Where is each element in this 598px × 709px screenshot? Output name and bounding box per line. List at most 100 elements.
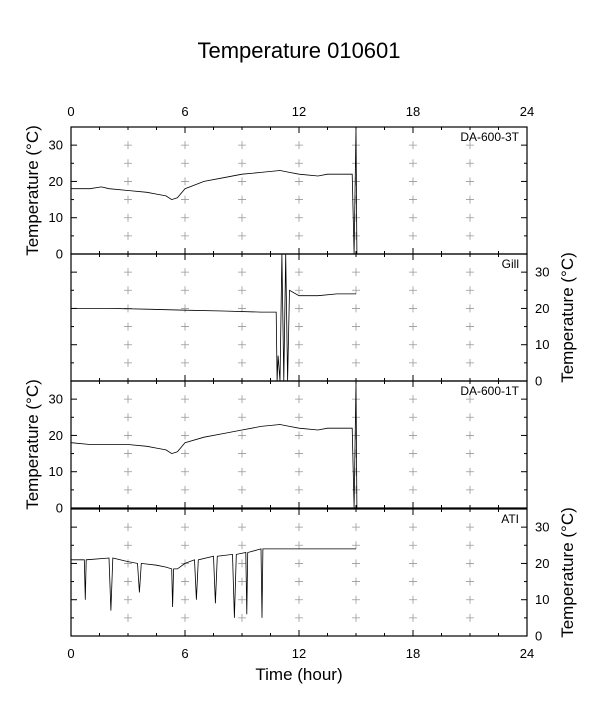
grid-cross [466,577,474,586]
grid-cross [352,286,360,295]
series-line [71,548,356,618]
y-tick-label: 10 [49,464,63,479]
grid-cross [466,541,474,550]
grid-cross [295,449,303,458]
grid-cross [466,195,474,204]
grid-cross [352,485,360,494]
series-label: Gill [502,257,519,271]
y-tick-label: 10 [49,210,63,225]
grid-cross [352,322,360,331]
grid-cross [352,541,360,550]
grid-cross [466,231,474,240]
grid-cross [466,449,474,458]
grid-cross [124,595,132,604]
grid-cross [124,613,132,622]
y-tick-label: 0 [56,501,63,516]
series-label: DA-600-3T [460,130,519,144]
grid-cross [352,613,360,622]
grid-cross [181,395,189,404]
y-tick-label: 10 [535,337,549,352]
grid-cross [124,485,132,494]
grid-cross [124,340,132,349]
grid-cross [466,613,474,622]
panel-da-600-3t: 0 10 20 30 Temperature (°C) DA-600-3T [23,125,528,262]
x-tick-label-top: 0 [67,104,74,119]
grid-cross [181,577,189,586]
grid-cross [409,559,417,568]
grid-cross [352,577,360,586]
grid-cross [124,413,132,422]
grid-cross [295,613,303,622]
panel-da-600-1t: 0 10 20 30 Temperature (°C) DA-600-1T [23,379,528,516]
y-axis-label-right: Temperature (°C) [558,507,577,638]
grid-cross [409,141,417,150]
grid-cross [181,613,189,622]
series-line [70,380,358,509]
grid-cross [466,595,474,604]
grid-cross [238,613,246,622]
grid-cross [352,340,360,349]
grid-cross [124,541,132,550]
grid-cross [181,413,189,422]
grid-cross [466,395,474,404]
grid-cross [238,559,246,568]
grid-cross [181,541,189,550]
grid-cross [124,322,132,331]
series-line [71,253,356,382]
y-tick-label: 30 [49,138,63,153]
series-label: DA-600-1T [460,384,519,398]
grid-cross [352,595,360,604]
grid-cross [295,595,303,604]
grid-cross [124,358,132,367]
grid-cross [124,449,132,458]
grid-cross [352,523,360,532]
x-tick-label-top: 24 [520,104,534,119]
grid-cross [181,177,189,186]
grid-cross [409,613,417,622]
grid-cross [409,413,417,422]
grid-cross [295,559,303,568]
grid-cross [409,358,417,367]
x-tick-label-bottom: 24 [520,646,534,661]
y-axis-label-left: Temperature (°C) [23,379,42,510]
grid-cross [466,340,474,349]
chart-title: Temperature 010601 [197,38,400,63]
grid-cross [352,559,360,568]
panel-frame [70,508,528,637]
grid-cross [352,304,360,313]
grid-cross [295,322,303,331]
grid-cross [409,195,417,204]
grid-cross [409,159,417,168]
grid-cross [409,395,417,404]
grid-cross [124,559,132,568]
grid-cross [295,523,303,532]
grid-cross [181,213,189,222]
grid-cross [409,467,417,476]
grid-cross [295,159,303,168]
y-tick-label: 0 [535,629,542,644]
x-tick-label-bottom: 6 [181,646,188,661]
grid-cross [238,268,246,277]
grid-cross [238,286,246,295]
grid-cross [238,485,246,494]
grid-cross [295,231,303,240]
grid-cross [295,213,303,222]
grid-cross [124,159,132,168]
grid-cross [295,340,303,349]
grid-cross [409,431,417,440]
y-tick-label: 30 [49,392,63,407]
grid-cross [295,413,303,422]
grid-cross [409,231,417,240]
grid-cross [238,340,246,349]
grid-cross [181,358,189,367]
grid-cross [295,395,303,404]
y-tick-label: 30 [535,265,549,280]
grid-cross [238,523,246,532]
grid-cross [181,195,189,204]
grid-cross [124,195,132,204]
grid-cross [124,268,132,277]
grid-cross [124,286,132,295]
grid-cross [124,395,132,404]
x-tick-label-top: 18 [406,104,420,119]
